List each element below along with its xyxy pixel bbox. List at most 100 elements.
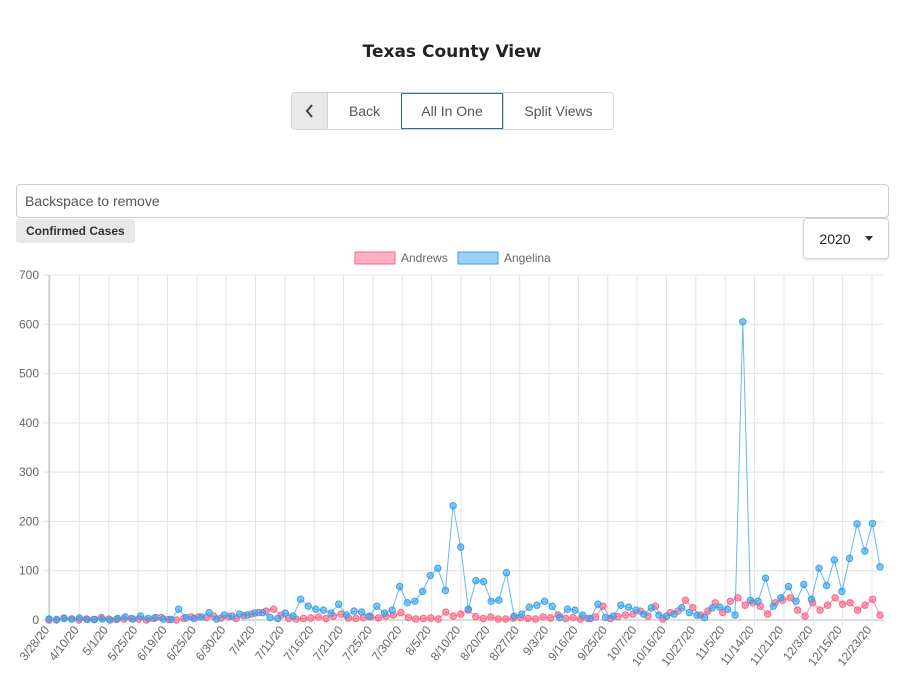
data-point-angelina-93: [754, 597, 762, 605]
x-tick-label-18: 9/16/20: [545, 623, 581, 663]
data-point-angelina-51: [434, 564, 442, 572]
data-point-angelina-28: [258, 608, 267, 617]
data-point-angelina-26: [243, 611, 251, 619]
data-point-angelina-66: [548, 602, 556, 610]
data-point-andrews-35: [307, 614, 315, 622]
data-point-angelina-71: [586, 614, 594, 623]
confirmed-cases-tag[interactable]: Confirmed Cases: [16, 219, 135, 243]
data-point-andrews-85: [681, 596, 690, 604]
data-point-andrews-58: [479, 614, 487, 623]
data-point-andrews-77: [621, 611, 630, 619]
data-point-angelina-43: [373, 602, 381, 610]
data-point-angelina-8: [106, 616, 114, 624]
data-point-angelina-45: [388, 606, 396, 614]
data-point-angelina-1: [52, 615, 61, 624]
data-point-andrews-70: [569, 613, 577, 622]
data-point-andrews-50: [419, 614, 427, 623]
data-point-andrews-96: [764, 610, 772, 618]
year-select-value: 2020: [819, 230, 851, 247]
data-point-angelina-50: [426, 571, 434, 580]
year-select[interactable]: 2020: [803, 218, 889, 259]
data-point-angelina-7: [98, 615, 107, 623]
data-point-angelina-65: [540, 597, 549, 605]
data-point-andrews-49: [412, 615, 420, 623]
data-point-angelina-90: [731, 611, 739, 619]
data-point-angelina-97: [784, 582, 793, 591]
data-point-angelina-91: [739, 318, 747, 326]
x-tick-label-14: 8/10/20: [428, 623, 464, 663]
data-point-angelina-54: [457, 543, 465, 551]
x-tick-label-19: 9/25/20: [574, 623, 610, 663]
y-tick-label-2: 200: [19, 514, 39, 528]
data-point-andrews-104: [823, 601, 832, 609]
data-point-angelina-105: [845, 554, 854, 563]
data-point-angelina-80: [655, 611, 663, 619]
data-point-angelina-59: [495, 596, 503, 604]
data-point-angelina-72: [594, 600, 602, 608]
data-point-angelina-47: [403, 599, 411, 607]
legend-swatch-0: [354, 251, 396, 265]
all-in-one-button[interactable]: All In One: [401, 93, 503, 129]
x-tick-label-10: 7/21/20: [310, 623, 346, 663]
back-button[interactable]: Back: [348, 103, 381, 119]
y-tick-label-3: 300: [19, 465, 39, 479]
data-point-angelina-49: [418, 587, 427, 596]
data-point-angelina-84: [685, 608, 694, 617]
split-views-button[interactable]: Split Views: [503, 93, 613, 129]
x-tick-label-16: 8/27/20: [486, 623, 522, 663]
back-icon-button[interactable]: [292, 93, 328, 129]
data-point-angelina-86: [701, 613, 709, 622]
y-tick-label-4: 400: [19, 416, 39, 430]
data-point-angelina-16: [167, 615, 175, 624]
data-point-angelina-99: [800, 580, 808, 589]
data-point-andrews-103: [816, 606, 824, 614]
data-point-angelina-73: [601, 613, 610, 622]
data-point-angelina-31: [281, 609, 289, 617]
data-point-angelina-15: [159, 615, 168, 623]
data-point-angelina-88: [716, 603, 724, 611]
data-point-angelina-19: [190, 614, 198, 623]
data-point-andrews-47: [397, 608, 405, 617]
data-point-andrews-105: [831, 594, 839, 602]
data-point-angelina-17: [174, 605, 183, 613]
x-tick-label-0: 3/28/20: [17, 623, 53, 663]
data-point-angelina-102: [822, 581, 831, 590]
data-point-andrews-100: [793, 606, 802, 614]
x-tick-label-3: 5/25/20: [105, 623, 141, 663]
data-point-angelina-89: [723, 605, 732, 613]
data-point-angelina-34: [304, 602, 312, 610]
data-point-andrews-101: [801, 612, 809, 620]
data-point-angelina-108: [868, 519, 877, 528]
data-point-angelina-78: [640, 610, 648, 618]
data-point-angelina-27: [251, 609, 259, 617]
county-search-input[interactable]: [16, 184, 889, 218]
data-point-angelina-24: [228, 612, 236, 620]
data-point-andrews-65: [531, 615, 540, 623]
y-tick-label-0: 0: [32, 613, 39, 627]
data-point-angelina-18: [182, 613, 190, 622]
data-point-andrews-54: [449, 612, 457, 620]
data-point-angelina-79: [647, 604, 655, 612]
data-point-andrews-108: [853, 606, 862, 614]
data-point-andrews-51: [427, 614, 435, 622]
data-point-andrews-67: [546, 614, 555, 622]
data-point-angelina-74: [609, 612, 617, 620]
data-point-andrews-48: [404, 613, 413, 622]
data-point-angelina-55: [464, 605, 472, 613]
data-point-andrews-55: [457, 610, 465, 618]
data-point-angelina-32: [289, 612, 297, 620]
data-point-angelina-13: [144, 614, 152, 623]
data-point-andrews-110: [868, 595, 877, 603]
data-point-andrews-86: [689, 604, 697, 612]
data-point-angelina-68: [563, 605, 572, 613]
x-tick-label-11: 7/25/20: [340, 623, 376, 663]
data-point-andrews-64: [524, 614, 532, 623]
data-point-andrews-52: [434, 615, 442, 623]
x-tick-label-1: 4/10/20: [46, 623, 82, 663]
data-point-angelina-96: [777, 594, 785, 602]
cases-line-chart: Andrews Angelina 0 100 200 300 400 500 600 700 3/2…: [17, 251, 884, 669]
data-point-angelina-61: [510, 612, 518, 620]
data-point-angelina-33: [296, 595, 305, 603]
data-point-angelina-2: [60, 614, 68, 623]
data-point-angelina-5: [83, 615, 91, 624]
